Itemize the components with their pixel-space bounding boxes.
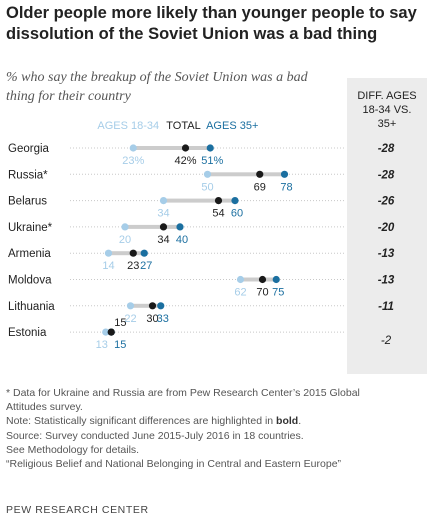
dot-ages-35-plus — [280, 170, 289, 178]
range-bar — [125, 224, 180, 229]
range-bar — [163, 198, 235, 203]
country-label: Lithuania — [8, 301, 55, 313]
dot-ages-18-34 — [236, 275, 245, 284]
country-label: Belarus — [8, 196, 47, 208]
range-bar — [108, 251, 145, 256]
difference-value: -20 — [378, 222, 395, 234]
difference-value: -2 — [381, 335, 392, 347]
dot-ages-35-plus — [272, 275, 280, 284]
note-bold-word: bold — [276, 415, 299, 428]
label-ages-35-plus: 51% — [201, 155, 223, 167]
chart-notes: * Data for Ukraine and Russia are from P… — [6, 386, 421, 471]
difference-column-background — [347, 78, 427, 374]
country-label: Armenia — [8, 248, 51, 260]
label-total: 15 — [114, 317, 126, 329]
label-total: 23 — [127, 260, 139, 272]
difference-value: -28 — [378, 143, 395, 155]
source-line: Source: Survey conducted June 2015-July … — [6, 429, 304, 442]
label-ages-18-34: 34 — [157, 208, 169, 220]
label-total: 30 — [146, 313, 158, 325]
dot-ages-35-plus — [176, 223, 184, 231]
country-label: Russia* — [8, 169, 48, 181]
dot-total — [256, 170, 264, 178]
range-bar — [240, 277, 277, 282]
chart-subtitle: % who say the breakup of the Soviet Unio… — [6, 70, 308, 104]
dot-total — [258, 275, 267, 284]
label-ages-35-plus: 78 — [280, 181, 292, 193]
country-label: Moldova — [8, 275, 52, 287]
difference-value: -26 — [378, 196, 395, 208]
dot-total — [107, 328, 115, 336]
label-ages-18-34: 20 — [119, 234, 131, 246]
label-ages-18-34: 50 — [201, 181, 213, 193]
label-ages-18-34: 13 — [96, 339, 108, 351]
dot-ages-35-plus — [157, 302, 165, 310]
difference-value: -11 — [378, 301, 394, 313]
dot-total — [159, 223, 168, 231]
label-ages-35-plus: 60 — [231, 208, 243, 220]
difference-header-line: 35+ — [377, 118, 397, 130]
label-ages-35-plus: 33 — [157, 313, 169, 325]
dot-total — [129, 249, 137, 257]
label-total: 54 — [212, 208, 224, 220]
dot-ages-18-34 — [203, 170, 212, 178]
range-bar — [130, 303, 161, 308]
legend-ages-18-34: AGES 18-34 — [97, 120, 159, 132]
range-bar — [133, 146, 211, 150]
dot-total — [181, 144, 190, 152]
label-ages-35-plus: 40 — [176, 234, 188, 246]
note-line: Note: Statistically significant differen… — [6, 415, 302, 428]
country-label: Estonia — [8, 327, 47, 339]
methodology-line: See Methodology for details. — [6, 443, 140, 456]
note-line: * Data for Ukraine and Russia are from P… — [6, 387, 360, 399]
label-total: 42% — [174, 155, 196, 167]
legend-total: TOTAL — [166, 120, 200, 132]
dot-ages-18-34 — [104, 249, 113, 257]
chart-title: Older people more likely than younger pe… — [6, 4, 417, 43]
dot-total — [214, 197, 223, 205]
difference-header-line: 18-34 VS. — [362, 104, 412, 116]
difference-value: -28 — [378, 169, 395, 181]
note-text: Note: Statistically significant differen… — [6, 415, 274, 428]
label-ages-35-plus: 15 — [114, 339, 126, 351]
label-ages-18-34: 23% — [122, 155, 144, 167]
label-ages-35-plus: 27 — [140, 260, 152, 272]
country-label: Ukraine* — [8, 222, 53, 234]
difference-header-line: DIFF. AGES — [357, 90, 417, 102]
label-total: 69 — [254, 181, 266, 193]
dot-ages-18-34 — [121, 223, 129, 231]
label-ages-18-34: 14 — [102, 260, 114, 272]
dot-ages-35-plus — [206, 144, 214, 152]
label-ages-35-plus: 75 — [272, 287, 284, 299]
difference-value: -13 — [378, 275, 395, 287]
label-total: 34 — [157, 234, 169, 246]
range-bar — [207, 172, 285, 177]
label-ages-18-34: 62 — [234, 287, 246, 299]
dot-ages-18-34 — [102, 328, 110, 336]
dot-ages-35-plus — [231, 197, 239, 205]
legend-ages-35-plus: AGES 35+ — [206, 120, 258, 132]
dot-ages-18-34 — [129, 144, 137, 152]
dot-ages-18-34 — [126, 302, 135, 310]
report-title-line: “Religious Belief and National Belonging… — [6, 458, 342, 471]
label-ages-18-34: 22 — [124, 313, 136, 325]
note-line: Attitudes survey. — [6, 401, 83, 414]
country-label: Georgia — [8, 143, 50, 155]
label-total: 70 — [256, 287, 268, 299]
footer-source: PEW RESEARCH CENTER — [6, 504, 149, 516]
difference-column-header: DIFF. AGES 18-34 VS. 35+ — [347, 89, 427, 131]
dot-ages-18-34 — [159, 197, 168, 205]
dot-total — [148, 302, 157, 310]
difference-value: -13 — [378, 248, 395, 260]
dot-ages-35-plus — [140, 249, 148, 257]
